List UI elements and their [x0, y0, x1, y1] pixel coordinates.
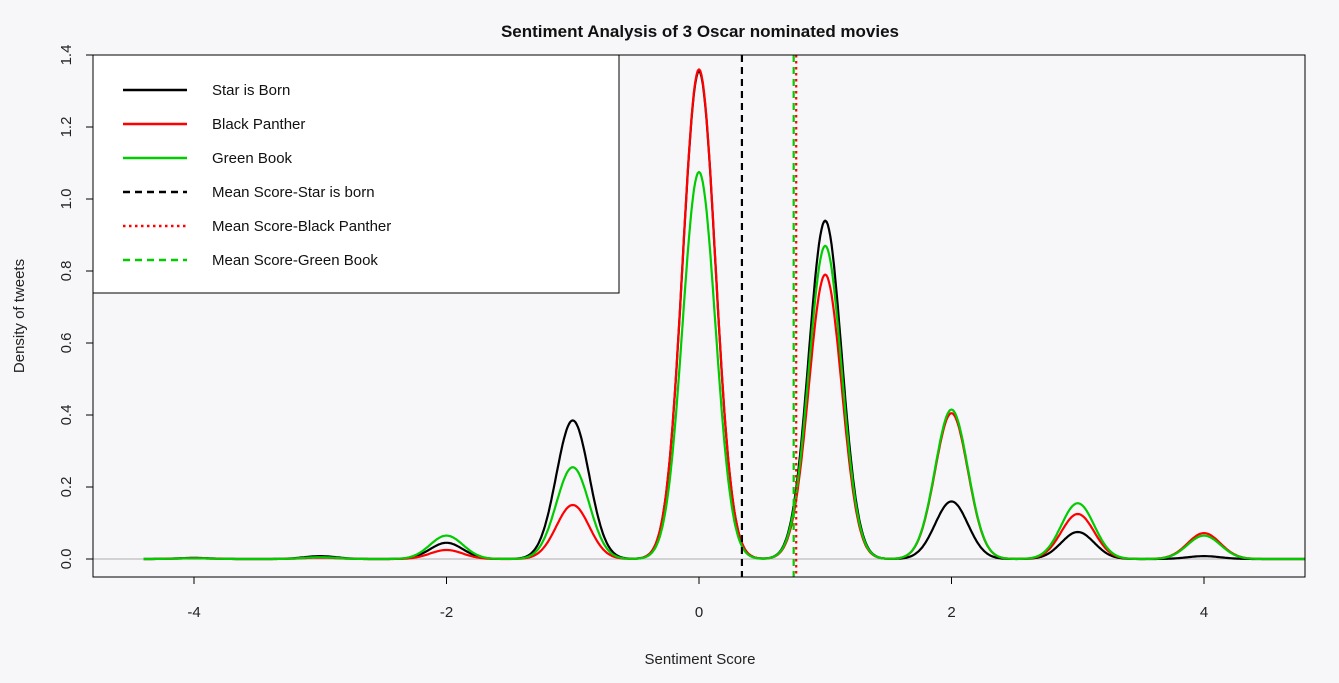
- legend: Star is Born Black Panther Green Book Mean …: [92, 54, 620, 294]
- y-tick-label: 0.2: [58, 477, 75, 498]
- x-tick-label: 0: [695, 604, 703, 621]
- legend-label-mean-score-star-is-born: Mean Score-Star is born: [212, 184, 375, 201]
- legend-label-star-is-born: Star is Born: [212, 82, 290, 99]
- y-tick-label: 1.0: [58, 189, 75, 210]
- y-tick-label: 0.8: [58, 261, 75, 282]
- y-tick-label: 1.2: [58, 117, 75, 138]
- x-tick-label: -4: [187, 604, 200, 621]
- y-tick-label: 0.6: [58, 333, 75, 354]
- x-tick-label: -2: [440, 604, 453, 621]
- y-axis-title: Density of tweets: [11, 259, 28, 373]
- legend-label-mean-score-black-panther: Mean Score-Black Panther: [212, 218, 391, 235]
- y-tick-label: 0.0: [58, 549, 75, 570]
- chart-title: Sentiment Analysis of 3 Oscar nominated …: [501, 22, 899, 41]
- series-line-green-book: [143, 170, 1305, 561]
- legend-label-black-panther: Black Panther: [212, 116, 305, 133]
- x-axis-title: Sentiment Score: [645, 651, 756, 668]
- legend-label-green-book: Green Book: [212, 150, 293, 167]
- x-tick-label: 4: [1200, 604, 1208, 621]
- plot-area: -4 -2 0 2 4 0.0 0.2 0.4 0.6 0.8 1.0 1.2 1.4: [58, 45, 1306, 621]
- x-tick-label: 2: [947, 604, 955, 621]
- legend-label-mean-score-green-book: Mean Score-Green Book: [212, 252, 378, 269]
- y-tick-label: 0.4: [58, 405, 75, 426]
- y-tick-label: 1.4: [58, 45, 75, 66]
- legend-box: [92, 54, 620, 294]
